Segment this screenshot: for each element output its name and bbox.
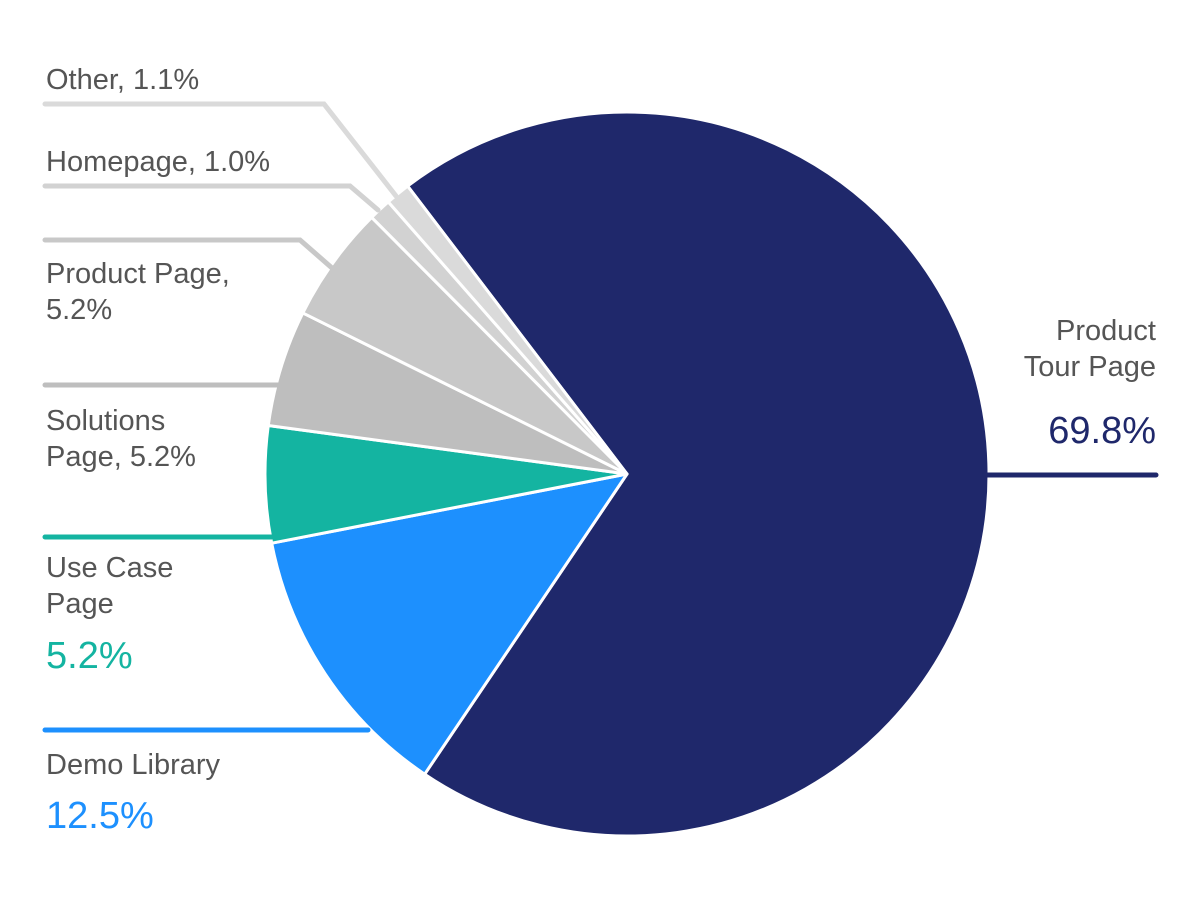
leader-line-product-page: [42, 237, 335, 271]
label-homepage: Homepage, 1.0%: [46, 146, 271, 178]
label-product-tour: Product Tour Page: [1024, 313, 1156, 385]
label-product-page-line1: Product Page,: [46, 258, 230, 290]
value-demo-library: 12.5%: [46, 795, 154, 837]
label-product-tour-line2: Tour Page: [1023, 351, 1156, 383]
label-other: Other, 1.1%: [46, 64, 200, 96]
leader-line-other: [42, 101, 399, 199]
label-product-tour-line1: Product: [1056, 315, 1156, 347]
label-solutions-line2: Page, 5.2%: [46, 441, 196, 473]
label-solutions-line1: Solutions: [46, 405, 166, 437]
value-use-case: 5.2%: [46, 635, 133, 677]
label-demo-library: Demo Library: [46, 749, 221, 781]
label-solutions: Solutions Page, 5.2%: [46, 403, 196, 475]
pie-slice-other: [386, 184, 629, 476]
label-use-case: Use Case Page: [46, 550, 173, 622]
label-use-case-line1: Use Case: [46, 552, 174, 584]
label-product-page-line2: 5.2%: [46, 294, 113, 326]
leader-line-homepage: [42, 183, 381, 213]
label-use-case-line2: Page: [46, 588, 114, 620]
label-product-page: Product Page, 5.2%: [46, 256, 230, 328]
pie-slice-product-tour-page: [406, 110, 991, 838]
pie-slice-demo-library: [270, 472, 629, 776]
value-product-tour: 69.8%: [1048, 410, 1156, 452]
